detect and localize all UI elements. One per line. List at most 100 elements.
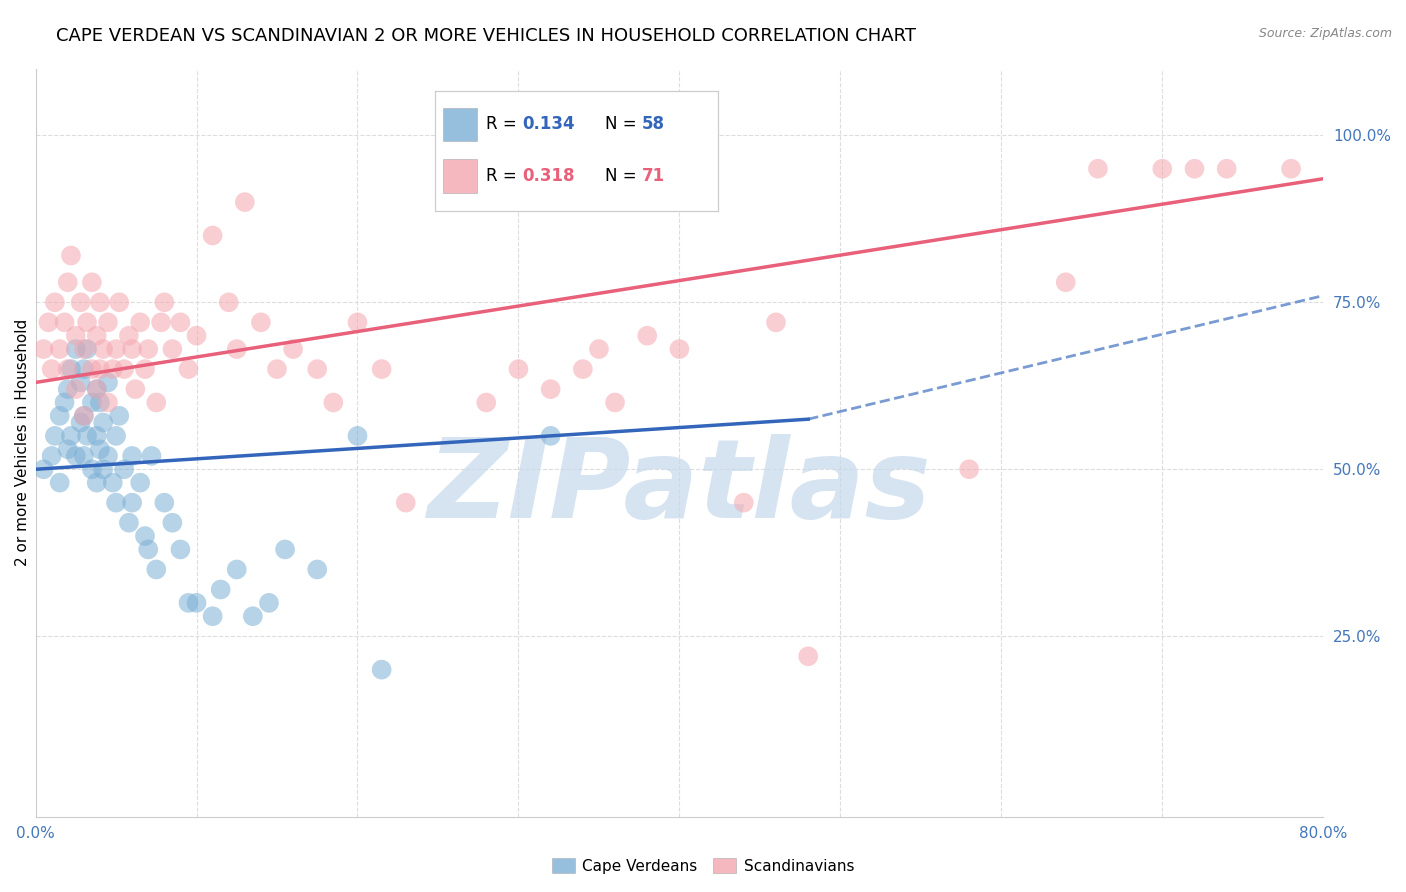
Point — [121, 449, 143, 463]
Point — [162, 516, 184, 530]
Point — [53, 395, 76, 409]
Point — [281, 342, 304, 356]
Point — [97, 449, 120, 463]
Point — [73, 409, 96, 423]
Point — [274, 542, 297, 557]
Point — [169, 542, 191, 557]
Point — [44, 295, 66, 310]
Point — [733, 496, 755, 510]
Point — [41, 362, 63, 376]
Point — [89, 395, 111, 409]
Point — [218, 295, 240, 310]
Point — [108, 409, 131, 423]
Point — [59, 248, 82, 262]
Point — [1215, 161, 1237, 176]
Point — [136, 542, 159, 557]
Point — [105, 496, 128, 510]
Point — [307, 362, 329, 376]
Point — [186, 596, 208, 610]
Point — [118, 516, 141, 530]
Point — [76, 429, 98, 443]
Point — [153, 295, 176, 310]
Point — [1279, 161, 1302, 176]
Point — [370, 362, 392, 376]
Point — [209, 582, 232, 597]
Point — [97, 315, 120, 329]
Point — [105, 429, 128, 443]
Point — [91, 342, 114, 356]
Point — [797, 649, 820, 664]
Point — [44, 429, 66, 443]
Point — [41, 449, 63, 463]
Point — [48, 342, 70, 356]
Point — [91, 462, 114, 476]
Point — [134, 362, 156, 376]
Point — [101, 362, 124, 376]
Point — [32, 462, 55, 476]
Point — [765, 315, 787, 329]
Text: ZIPatlas: ZIPatlas — [427, 434, 931, 541]
Point — [73, 449, 96, 463]
Point — [257, 596, 280, 610]
Point — [150, 315, 173, 329]
Point — [177, 362, 200, 376]
Point — [32, 342, 55, 356]
Point — [65, 382, 87, 396]
Text: Source: ZipAtlas.com: Source: ZipAtlas.com — [1258, 27, 1392, 40]
Point — [80, 462, 103, 476]
Point — [73, 362, 96, 376]
Point — [56, 442, 79, 457]
Point — [56, 362, 79, 376]
Point — [56, 275, 79, 289]
Point — [91, 416, 114, 430]
Text: CAPE VERDEAN VS SCANDINAVIAN 2 OR MORE VEHICLES IN HOUSEHOLD CORRELATION CHART: CAPE VERDEAN VS SCANDINAVIAN 2 OR MORE V… — [56, 27, 917, 45]
Point — [73, 409, 96, 423]
Legend: Cape Verdeans, Scandinavians: Cape Verdeans, Scandinavians — [546, 852, 860, 880]
Point — [86, 429, 108, 443]
Point — [225, 562, 247, 576]
Point — [86, 328, 108, 343]
Point — [153, 496, 176, 510]
Point — [129, 475, 152, 490]
Point — [572, 362, 595, 376]
Point — [1054, 275, 1077, 289]
Point — [603, 395, 626, 409]
Point — [225, 342, 247, 356]
Point — [1087, 161, 1109, 176]
Point — [475, 395, 498, 409]
Point — [233, 195, 256, 210]
Point — [588, 342, 610, 356]
Point — [105, 342, 128, 356]
Point — [201, 609, 224, 624]
Point — [89, 362, 111, 376]
Y-axis label: 2 or more Vehicles in Household: 2 or more Vehicles in Household — [15, 319, 30, 566]
Point — [169, 315, 191, 329]
Point — [136, 342, 159, 356]
Point — [266, 362, 288, 376]
Point — [86, 475, 108, 490]
Point — [668, 342, 690, 356]
Point — [177, 596, 200, 610]
Point — [65, 328, 87, 343]
Point — [129, 315, 152, 329]
Point — [69, 376, 91, 390]
Point — [145, 395, 167, 409]
Point — [97, 395, 120, 409]
Point — [37, 315, 59, 329]
Point — [48, 475, 70, 490]
Point — [118, 328, 141, 343]
Point — [370, 663, 392, 677]
Point — [89, 295, 111, 310]
Point — [540, 382, 562, 396]
Point — [250, 315, 273, 329]
Point — [48, 409, 70, 423]
Point — [89, 442, 111, 457]
Point — [121, 496, 143, 510]
Point — [69, 295, 91, 310]
Point — [59, 429, 82, 443]
Point — [112, 362, 135, 376]
Point — [108, 295, 131, 310]
Point — [65, 342, 87, 356]
Point — [346, 315, 368, 329]
Point — [80, 275, 103, 289]
